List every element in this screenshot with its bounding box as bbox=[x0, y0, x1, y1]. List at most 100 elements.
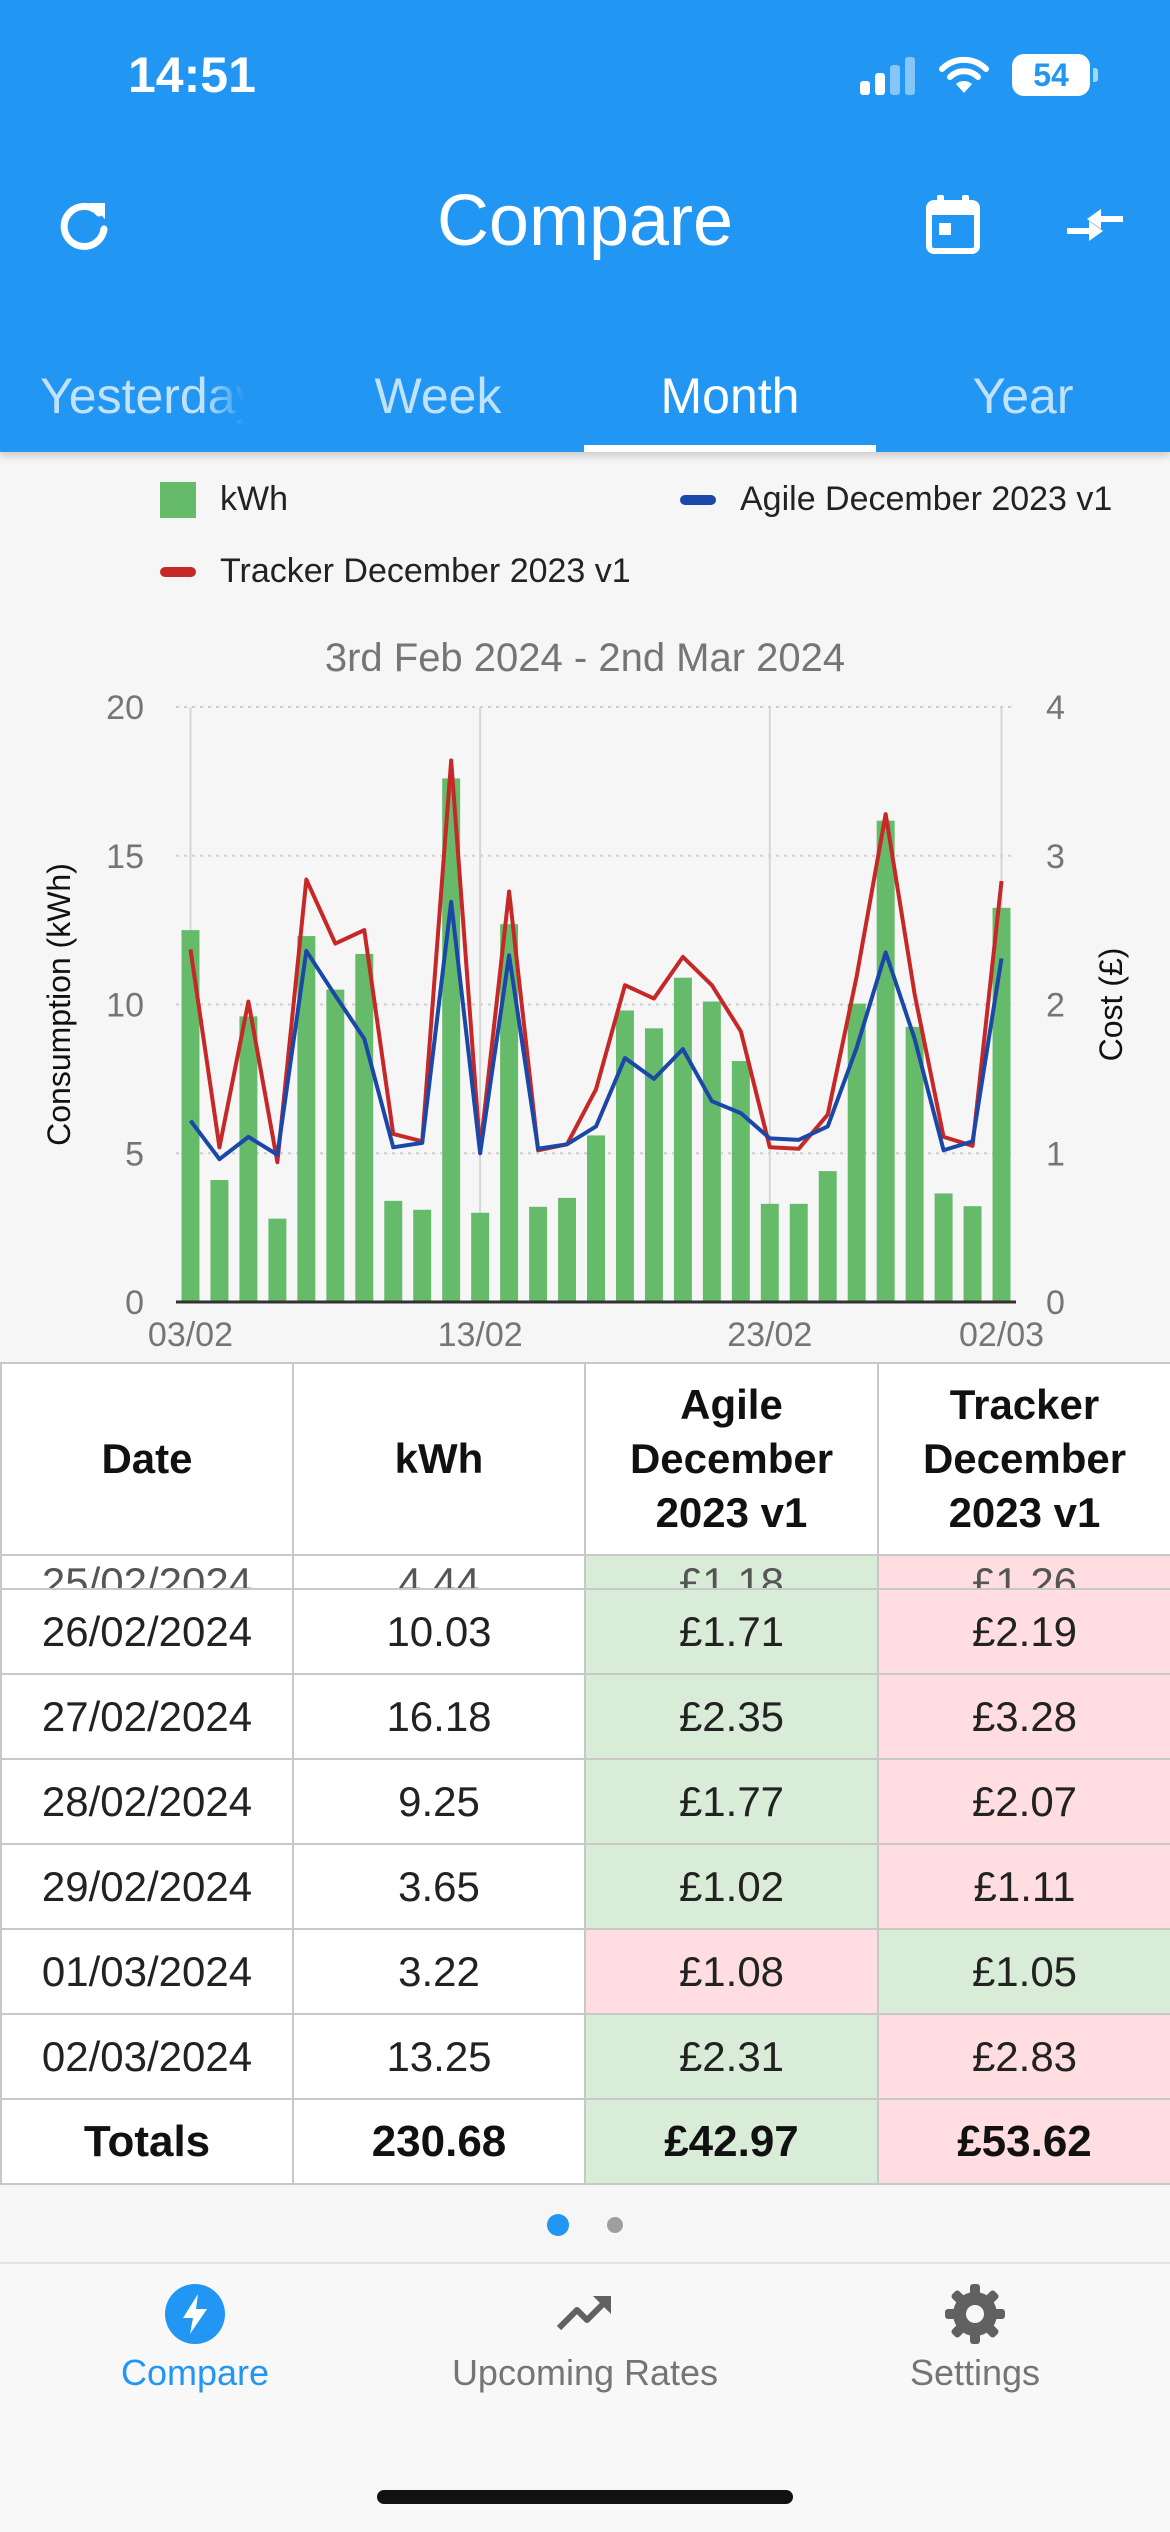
y2-tick-label: 3 bbox=[1046, 838, 1065, 876]
cell-date: 29/02/2024 bbox=[0, 1843, 294, 1930]
y-tick-label: 10 bbox=[106, 987, 144, 1025]
bar-kwh bbox=[529, 1206, 548, 1302]
legend-item-kwh[interactable]: kWh bbox=[160, 480, 288, 519]
refresh-icon[interactable] bbox=[50, 190, 120, 260]
tab-year[interactable]: Year bbox=[972, 368, 1074, 424]
cell-kwh: 13.25 bbox=[292, 2013, 586, 2100]
page-title: Compare bbox=[436, 181, 734, 261]
bar-kwh bbox=[876, 820, 895, 1302]
header-tracker[interactable]: Tracker December 2023 v1 bbox=[877, 1362, 1170, 1556]
bar-kwh bbox=[442, 778, 461, 1302]
header-date[interactable]: Date bbox=[0, 1362, 294, 1556]
bar-kwh bbox=[181, 930, 200, 1302]
compare-arrows-icon[interactable] bbox=[1060, 190, 1130, 260]
bar-kwh bbox=[210, 1180, 229, 1302]
bar-kwh bbox=[471, 1212, 490, 1302]
cell-kwh: 3.22 bbox=[292, 1928, 586, 2015]
header-agile[interactable]: Agile December 2023 v1 bbox=[584, 1362, 879, 1556]
nav-settings-label: Settings bbox=[909, 2352, 1041, 2393]
y2-axis-title: Cost (£) bbox=[1093, 948, 1129, 1062]
cell-agile: £1.71 bbox=[584, 1588, 879, 1675]
cell-kwh: 4.44 bbox=[292, 1554, 586, 1590]
bar-kwh bbox=[818, 1171, 837, 1302]
x-tick-label: 23/02 bbox=[727, 1316, 812, 1354]
line-agile bbox=[188, 899, 1004, 1162]
cell-date: 25/02/2024 bbox=[0, 1554, 294, 1590]
nav-compare-label: Compare bbox=[120, 2352, 270, 2393]
cell-kwh: 16.18 bbox=[292, 1673, 586, 1760]
bar-kwh bbox=[355, 953, 374, 1302]
header-kwh[interactable]: kWh bbox=[292, 1362, 586, 1556]
table-row: 28/02/2024 9.25 £1.77 £2.07 bbox=[0, 1758, 1170, 1845]
chart-title: 3rd Feb 2024 - 2nd Mar 2024 bbox=[324, 636, 846, 680]
cell-tracker: £1.11 bbox=[877, 1843, 1170, 1930]
cell-kwh: 10.03 bbox=[292, 1588, 586, 1675]
x-tick-label: 03/02 bbox=[148, 1316, 233, 1354]
bar-kwh bbox=[905, 1026, 924, 1302]
cell-agile: £1.02 bbox=[584, 1843, 879, 1930]
totals-agile: £42.97 bbox=[584, 2098, 879, 2185]
cell-agile: £2.31 bbox=[584, 2013, 879, 2100]
cell-tracker: £2.07 bbox=[877, 1758, 1170, 1845]
cell-tracker: £2.19 bbox=[877, 1588, 1170, 1675]
bar-kwh bbox=[963, 1206, 982, 1302]
chart-legend: kWh Agile December 2023 v1 Tracker Decem… bbox=[0, 480, 1170, 590]
bottom-navigation: Compare Upcoming Rates Settings bbox=[0, 2262, 1170, 2532]
bar-kwh bbox=[413, 1209, 432, 1302]
page-dot-active[interactable] bbox=[547, 2214, 569, 2236]
bar-kwh bbox=[384, 1200, 403, 1302]
y-tick-label: 5 bbox=[125, 1135, 144, 1173]
tab-month[interactable]: Month bbox=[660, 368, 800, 424]
legend-label-agile: Agile December 2023 v1 bbox=[740, 480, 1113, 518]
bar-kwh bbox=[760, 1203, 779, 1302]
cell-kwh: 9.25 bbox=[292, 1758, 586, 1845]
tab-yesterday[interactable]: Yesterday bbox=[40, 368, 245, 424]
bar-kwh bbox=[558, 1197, 577, 1302]
totals-tracker: £53.62 bbox=[877, 2098, 1170, 2185]
totals-kwh: 230.68 bbox=[292, 2098, 586, 2185]
cell-agile: £1.08 bbox=[584, 1928, 879, 2015]
page-indicator[interactable] bbox=[0, 2214, 1170, 2236]
legend-item-agile[interactable]: Agile December 2023 v1 bbox=[680, 480, 1112, 519]
cell-date: 26/02/2024 bbox=[0, 1588, 294, 1675]
comparison-table: Date kWh Agile December 2023 v1 Tracker … bbox=[0, 1362, 1170, 2185]
legend-swatch-tracker bbox=[160, 566, 196, 577]
cell-date: 02/03/2024 bbox=[0, 2013, 294, 2100]
y2-tick-label: 4 bbox=[1046, 689, 1065, 727]
gear-icon bbox=[945, 2284, 1005, 2344]
nav-upcoming-rates-label: Upcoming Rates bbox=[451, 2352, 719, 2393]
home-indicator bbox=[377, 2490, 793, 2504]
calendar-icon[interactable] bbox=[918, 190, 988, 260]
nav-upcoming-rates[interactable]: Upcoming Rates bbox=[390, 2282, 780, 2394]
bar-kwh bbox=[239, 1016, 258, 1302]
cell-date: 27/02/2024 bbox=[0, 1673, 294, 1760]
legend-item-tracker[interactable]: Tracker December 2023 v1 bbox=[160, 552, 631, 591]
tab-week[interactable]: Week bbox=[374, 368, 502, 424]
bar-kwh bbox=[500, 924, 519, 1302]
table-row: 02/03/2024 13.25 £2.31 £2.83 bbox=[0, 2013, 1170, 2100]
bar-kwh bbox=[673, 977, 692, 1302]
cell-agile: £2.35 bbox=[584, 1673, 879, 1760]
bar-kwh bbox=[615, 1010, 634, 1302]
cell-tracker: £2.83 bbox=[877, 2013, 1170, 2100]
nav-settings[interactable]: Settings bbox=[780, 2282, 1170, 2394]
cellular-signal-icon bbox=[860, 55, 916, 95]
x-tick-label: 13/02 bbox=[438, 1316, 523, 1354]
status-icons: 54 bbox=[860, 54, 1098, 96]
cell-date: 01/03/2024 bbox=[0, 1928, 294, 2015]
bar-kwh bbox=[268, 1218, 287, 1302]
page-dot[interactable] bbox=[607, 2217, 623, 2233]
app-header: 14:51 54 Compare bbox=[0, 0, 1170, 452]
battery-percentage: 54 bbox=[1033, 56, 1069, 93]
y2-tick-label: 1 bbox=[1046, 1135, 1065, 1173]
active-tab-indicator bbox=[584, 445, 876, 452]
bolt-icon bbox=[165, 2284, 225, 2344]
trending-up-icon bbox=[556, 2296, 611, 2331]
consumption-cost-chart[interactable]: 0 5 10 15 20 0 1 2 3 4 03/02 13/02 23/02 02/03 Consump… bbox=[0, 680, 1170, 1360]
bar-kwh bbox=[934, 1193, 953, 1302]
totals-label: Totals bbox=[0, 2098, 294, 2185]
legend-label-tracker: Tracker December 2023 v1 bbox=[220, 552, 631, 590]
y-tick-label: 15 bbox=[106, 838, 144, 876]
y-axis-title: Consumption (kWh) bbox=[41, 863, 77, 1146]
nav-compare[interactable]: Compare bbox=[0, 2282, 390, 2394]
